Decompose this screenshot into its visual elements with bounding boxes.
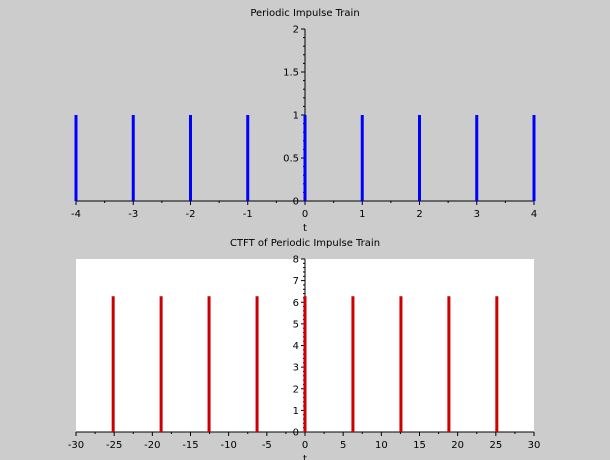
x-tick-label: 30 — [528, 440, 541, 451]
y-tick-label: 8 — [293, 255, 299, 266]
chart-impulse-train: Periodic Impulse Train -4 -3 -2 -1 0 1 2 3 4 0 0.5 1… — [71, 8, 537, 234]
x-tick-label: 20 — [451, 440, 464, 451]
x-axis-label: t — [303, 223, 307, 234]
y-tick-label: 7 — [293, 276, 299, 287]
y-tick-label: 3 — [293, 363, 299, 374]
x-tick-label: -4 — [71, 209, 81, 220]
y-tick-label: 2 — [293, 25, 299, 36]
y-tick-label: 1 — [293, 111, 299, 122]
x-tick-label: -5 — [262, 440, 272, 451]
x-tick-label: -2 — [186, 209, 196, 220]
x-tick-label: 4 — [531, 209, 537, 220]
y-tick-label: 6 — [293, 298, 299, 309]
y-tick-label: 0 — [293, 428, 299, 439]
chart-title: Periodic Impulse Train — [250, 8, 359, 19]
x-axis-label: t — [303, 454, 307, 460]
x-tick-label: -25 — [106, 440, 122, 451]
x-tick-label: -10 — [220, 440, 236, 451]
x-tick-label: 3 — [474, 209, 480, 220]
y-tick-label: 4 — [293, 341, 299, 352]
x-tick-label: 0 — [302, 209, 308, 220]
y-tick-label: 0.5 — [283, 154, 299, 165]
y-tick-label: 1.5 — [283, 68, 299, 79]
x-tick-label: -20 — [144, 440, 160, 451]
x-tick-label: -3 — [128, 209, 138, 220]
x-tick-label: 1 — [359, 209, 365, 220]
x-tick-label: 10 — [375, 440, 388, 451]
chart-title: CTFT of Periodic Impulse Train — [230, 238, 380, 249]
x-tick-label: 5 — [340, 440, 346, 451]
y-tick-label: 5 — [293, 319, 299, 330]
x-tick-label: -1 — [243, 209, 253, 220]
chart-ctft-impulse-train: CTFT of Periodic Impulse Train -30 -25 -20 -… — [68, 238, 541, 460]
y-tick-label: 0 — [293, 197, 299, 208]
x-tick-label: 0 — [302, 440, 308, 451]
y-tick-label: 2 — [293, 384, 299, 395]
x-tick-label: 15 — [413, 440, 426, 451]
x-tick-label: 2 — [416, 209, 422, 220]
x-tick-label: -30 — [68, 440, 84, 451]
x-tick-label: -15 — [182, 440, 198, 451]
x-tick-label: 25 — [489, 440, 502, 451]
y-tick-label: 1 — [293, 406, 299, 417]
